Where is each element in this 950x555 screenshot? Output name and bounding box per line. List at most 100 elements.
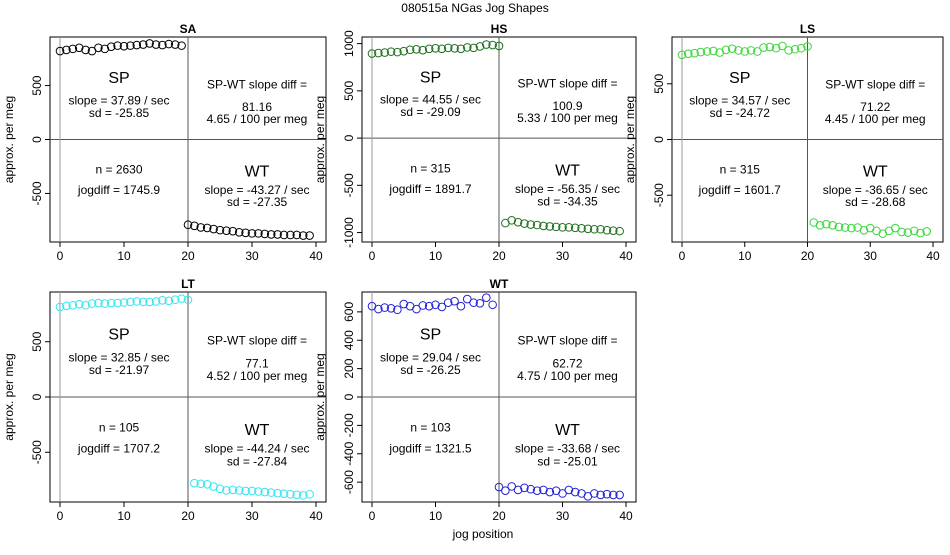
data-point	[513, 217, 523, 227]
data-point	[771, 43, 781, 53]
data-point	[119, 298, 129, 307]
x-tick-label: 30	[245, 249, 259, 263]
data-point	[815, 220, 825, 230]
data-point	[215, 225, 225, 235]
x-tick-label: 20	[181, 249, 195, 263]
data-point	[721, 45, 731, 55]
x-tick-label: 20	[801, 249, 815, 263]
slope-diff-value: 100.9	[552, 99, 582, 113]
data-point	[558, 223, 567, 232]
data-point	[380, 303, 390, 312]
data-point	[602, 225, 612, 235]
data-point	[488, 300, 497, 310]
x-tick-label: 40	[619, 509, 633, 523]
n-count: n = 103	[410, 421, 451, 435]
data-point	[450, 296, 459, 306]
data-point	[158, 40, 167, 50]
data-point	[241, 486, 250, 496]
slope-diff-value: 81.16	[242, 100, 272, 114]
y-axis-title: approx. per meg	[2, 96, 16, 183]
slope-diff-label: SP-WT slope diff =	[207, 77, 307, 91]
sp-sd: sd = -24.72	[710, 106, 771, 120]
data-point	[100, 299, 110, 308]
data-point	[183, 220, 193, 230]
data-point	[94, 298, 103, 308]
data-point	[784, 46, 793, 55]
x-tick-label: 0	[57, 509, 64, 523]
wt-slope: slope = -33.68 / sec	[515, 442, 620, 456]
data-point	[564, 223, 574, 232]
slope-diff-label: SP-WT slope diff =	[207, 334, 307, 348]
data-point	[475, 299, 485, 308]
data-point	[526, 220, 536, 229]
jogdiff: jogdiff = 1707.2	[77, 442, 161, 456]
data-point	[539, 485, 548, 495]
data-point	[196, 223, 206, 232]
data-point	[513, 485, 523, 495]
data-point	[702, 47, 712, 56]
data-point	[507, 482, 517, 491]
y-tick-label: 600	[342, 302, 356, 322]
data-point	[74, 299, 84, 309]
data-point	[405, 45, 415, 55]
data-point	[462, 294, 472, 304]
slope-diff-value: 71.22	[860, 100, 890, 114]
data-point	[545, 222, 555, 231]
sp-label: SP	[108, 70, 129, 87]
data-point	[532, 486, 542, 495]
data-point	[234, 227, 244, 237]
data-point	[475, 42, 485, 51]
data-point	[443, 43, 453, 53]
data-point	[891, 223, 900, 233]
data-point	[796, 43, 806, 53]
x-tick-label: 40	[309, 249, 323, 263]
slope-diff-label: SP-WT slope diff =	[825, 77, 925, 91]
y-tick-label: 0	[30, 393, 44, 400]
data-point	[615, 490, 624, 500]
data-point	[55, 302, 65, 312]
x-tick-label: 30	[245, 509, 259, 523]
data-point	[834, 222, 844, 232]
data-point	[196, 479, 206, 489]
y-axis-title: approx. per meg	[623, 96, 637, 183]
data-point	[677, 50, 687, 60]
wt-sd: sd = -27.35	[227, 195, 288, 209]
data-point	[151, 297, 161, 306]
x-tick-label: 10	[429, 509, 443, 523]
data-point	[177, 41, 186, 50]
data-point	[437, 302, 447, 312]
data-point	[55, 46, 65, 56]
data-point	[292, 490, 302, 500]
data-point	[298, 491, 308, 500]
x-tick-label: 10	[429, 249, 443, 263]
data-point	[450, 44, 459, 53]
y-tick-label: 500	[342, 81, 356, 101]
x-tick-label: 20	[492, 249, 506, 263]
y-axis-title: approx. per meg	[313, 96, 327, 183]
x-tick-label: 0	[57, 249, 64, 263]
data-point	[222, 486, 231, 495]
data-point	[367, 49, 377, 58]
data-point	[412, 304, 421, 314]
data-point	[87, 299, 97, 308]
sp-label: SP	[420, 326, 441, 343]
data-point	[145, 39, 154, 48]
y-tick-label: -500	[30, 181, 44, 205]
data-point	[551, 222, 561, 232]
sp-sd: sd = -25.85	[89, 106, 150, 120]
data-point	[418, 301, 428, 310]
data-point	[589, 224, 599, 234]
jogdiff: jogdiff = 1601.7	[698, 183, 782, 197]
data-point	[418, 45, 428, 55]
y-axis-title: approx. per meg	[313, 353, 327, 440]
data-point	[583, 224, 593, 234]
slope-diff-label: SP-WT slope diff =	[518, 334, 618, 348]
slope-diff-label: SP-WT slope diff =	[518, 77, 618, 91]
data-point	[386, 304, 396, 313]
slope-diff-rate: 4.45 / 100 per meg	[825, 112, 926, 126]
x-axis-title: jog position	[452, 527, 514, 541]
x-tick-label: 0	[369, 509, 376, 523]
data-point	[596, 490, 605, 500]
data-point	[564, 485, 574, 495]
